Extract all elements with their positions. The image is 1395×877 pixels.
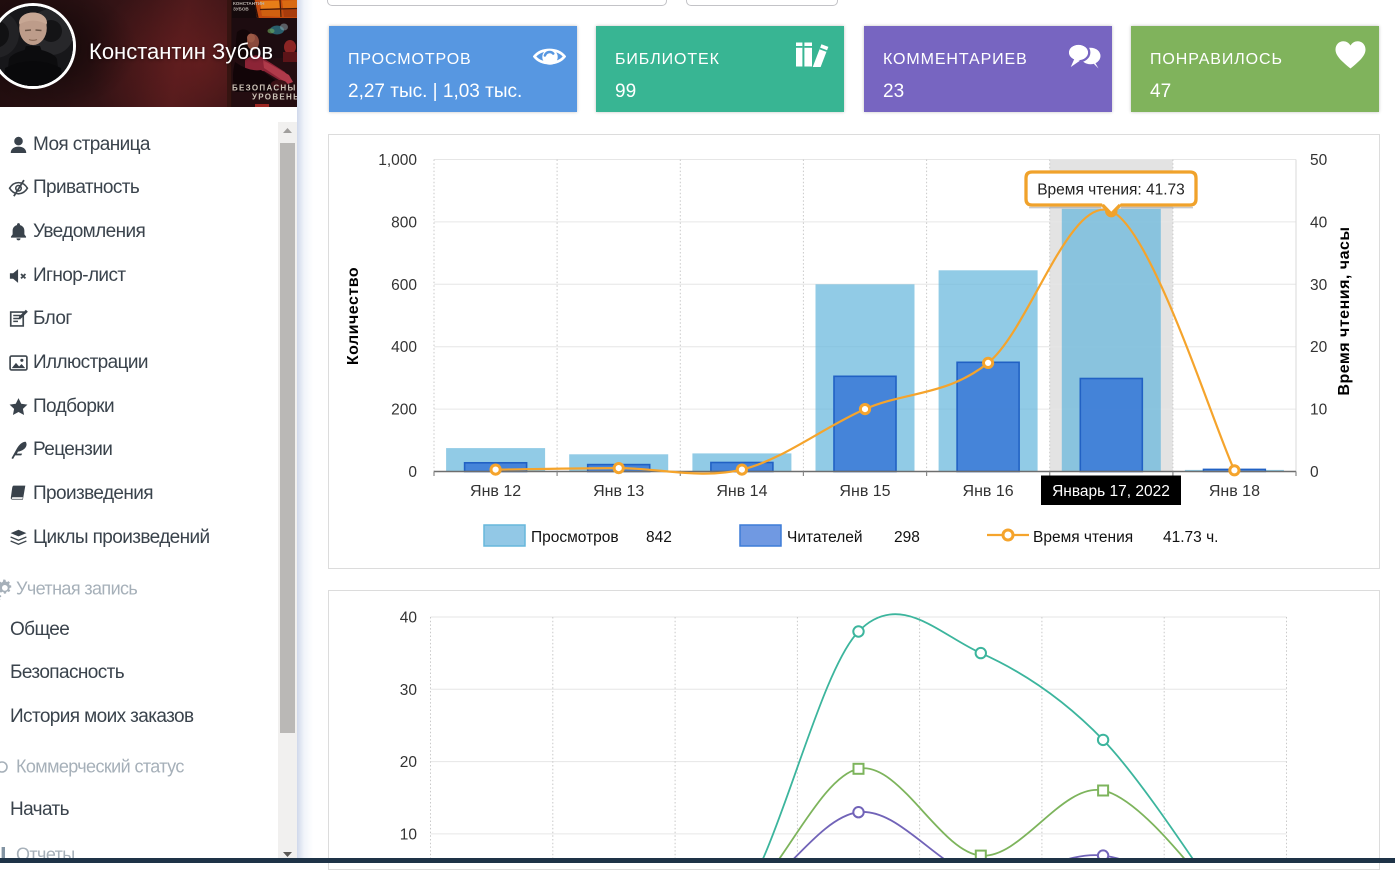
svg-text:20: 20 — [1310, 339, 1328, 356]
svg-text:50: 50 — [1310, 152, 1328, 169]
svg-text:Янв 13: Янв 13 — [593, 483, 644, 500]
svg-text:Янв 14: Янв 14 — [716, 483, 767, 500]
svg-text:20: 20 — [400, 754, 418, 771]
svg-text:Янв 15: Янв 15 — [839, 483, 890, 500]
svg-text:БЕЗОПАСНЫЙ: БЕЗОПАСНЫЙ — [232, 84, 297, 93]
svg-text:0: 0 — [408, 464, 417, 481]
svg-text:200: 200 — [391, 402, 417, 419]
svg-text:Количество: Количество — [345, 267, 362, 365]
svg-text:600: 600 — [391, 277, 417, 294]
svg-text:10: 10 — [1310, 402, 1328, 419]
svg-text:0: 0 — [1310, 464, 1319, 481]
svg-text:30: 30 — [400, 682, 418, 699]
svg-text:30: 30 — [1310, 277, 1328, 294]
svg-text:400: 400 — [391, 339, 417, 356]
svg-text:40: 40 — [400, 610, 418, 627]
svg-text:Январь 17, 2022: Январь 17, 2022 — [1052, 483, 1170, 500]
svg-text:КОНСТАНТИН: КОНСТАНТИН — [233, 1, 265, 6]
svg-text:40: 40 — [1310, 214, 1328, 231]
svg-text:ЗУБОВ: ЗУБОВ — [233, 7, 249, 12]
svg-text:1,000: 1,000 — [378, 152, 417, 169]
svg-text:298: 298 — [894, 529, 920, 546]
svg-text:842: 842 — [646, 529, 672, 546]
svg-text:41.73 ч.: 41.73 ч. — [1163, 529, 1218, 546]
svg-text:Время чтения, часы: Время чтения, часы — [1336, 226, 1353, 395]
svg-text:Янв 16: Янв 16 — [963, 483, 1014, 500]
svg-text:УРОВЕНЬ: УРОВЕНЬ — [252, 93, 297, 102]
svg-text:800: 800 — [391, 214, 417, 231]
svg-text:Янв 18: Янв 18 — [1209, 483, 1260, 500]
svg-text:Просмотров: Просмотров — [531, 529, 619, 546]
svg-text:Время чтения: Время чтения — [1033, 529, 1133, 546]
svg-text:Читателей: Читателей — [787, 529, 863, 546]
svg-text:10: 10 — [400, 826, 418, 843]
svg-text:Янв 12: Янв 12 — [470, 483, 521, 500]
svg-text:Время чтения: 41.73: Время чтения: 41.73 — [1037, 182, 1185, 199]
